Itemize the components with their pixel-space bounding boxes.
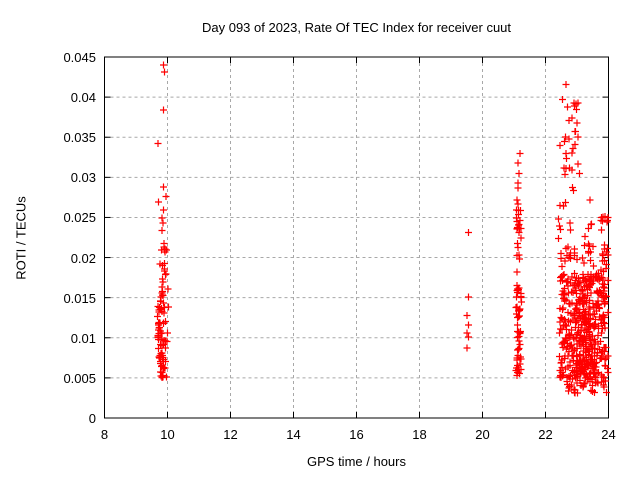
data-points-group — [555, 199, 574, 242]
data-points-group — [154, 61, 594, 352]
data-points-group — [154, 297, 172, 341]
data-points-group — [559, 96, 582, 135]
data-points-group — [563, 373, 610, 397]
x-axis-label: GPS time / hours — [307, 454, 406, 469]
x-tick-label: 14 — [286, 427, 301, 442]
y-tick-label: 0.005 — [63, 370, 96, 386]
data-points-group — [157, 368, 170, 381]
data-points-group — [155, 335, 171, 372]
y-tick-label: 0.02 — [70, 250, 96, 266]
y-axis-label: ROTI / TECUs — [13, 196, 29, 280]
y-tick-label: 0.025 — [63, 210, 96, 226]
x-tick-label: 18 — [412, 427, 427, 442]
y-tick-label: 0.04 — [70, 90, 96, 106]
y-tick-label: 0 — [88, 411, 96, 426]
data-points-group — [556, 133, 582, 162]
x-tick-label: 12 — [223, 427, 238, 442]
data-points-group — [573, 270, 612, 381]
chart-title: Day 093 of 2023, Rate Of TEC Index for r… — [201, 20, 512, 35]
x-tick-label: 24 — [601, 427, 616, 442]
y-tick-label: 0.01 — [70, 330, 96, 346]
data-points-group — [512, 289, 525, 321]
data-points-group — [158, 240, 170, 256]
data-points-group — [557, 242, 611, 275]
x-tick-label: 10 — [160, 427, 175, 442]
data-points-group — [512, 328, 525, 379]
data-points-group — [513, 206, 525, 242]
y-tick-label: 0.015 — [63, 290, 96, 306]
y-tick-label: 0.035 — [63, 130, 96, 146]
x-tick-label: 16 — [349, 427, 364, 442]
x-tick-label: 8 — [100, 427, 109, 442]
x-tick-label: 22 — [538, 427, 553, 442]
data-points-group — [597, 213, 612, 265]
y-tick-label: 0.03 — [70, 170, 96, 186]
data-points-group — [560, 160, 583, 194]
data-points-group — [513, 240, 523, 263]
y-tick-label: 0.045 — [63, 50, 96, 65]
data-points-group — [156, 260, 172, 301]
x-tick-label: 20 — [475, 427, 490, 442]
